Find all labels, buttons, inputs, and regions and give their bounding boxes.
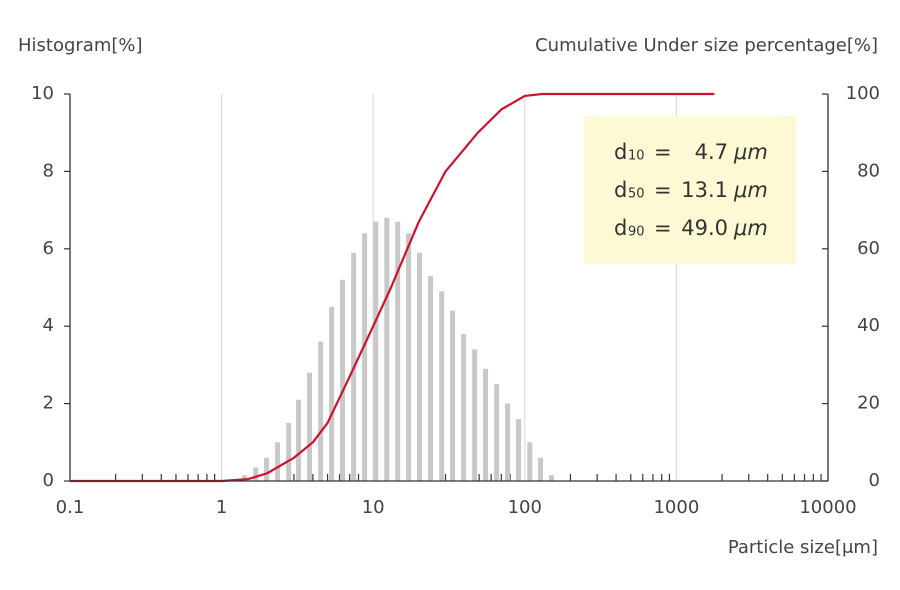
bar [329,306,335,481]
bar [340,279,346,481]
y-tick-label: 4 [43,315,54,336]
bar [264,457,270,481]
bar [416,252,422,481]
x-tick-label: 100 [508,497,542,518]
cumulative-line [70,92,715,483]
annotation-sign: = [654,178,672,202]
annotation-value: 49.0 [681,216,728,240]
y-tick-label: 2 [43,393,54,414]
annotation-background [584,116,796,264]
x-axis-label: Particle size[μm] [728,537,878,558]
annotation-subscript: 90 [628,225,645,240]
bar [439,291,445,481]
x-tick-label: 0.1 [56,497,85,518]
bar [505,403,511,481]
annotation-symbol: d [614,140,627,164]
annotation-sign: = [654,140,672,164]
annotation-value: 13.1 [681,178,728,202]
bar [253,467,259,481]
bar [516,419,522,481]
bar [306,372,312,481]
x-tick-label: 10000 [799,497,856,518]
bar [395,221,401,481]
y-tick-label: 10 [31,83,54,104]
bar [527,442,533,481]
bar [483,368,489,481]
annotation-sign: = [654,216,672,240]
y-tick-label: 0 [43,470,54,491]
bar [384,217,390,481]
bar [296,399,302,481]
annotation-subscript: 10 [628,149,645,164]
bar [494,384,500,481]
y2-tick-label: 20 [857,393,880,414]
y2-tick-label: 80 [857,160,880,181]
bar [548,475,554,481]
x-tick-label: 1000 [653,497,699,518]
annotation-box: d 10 = 4.7 μmd 50 = 13.1 μmd 90 = 49.0 μm [584,116,796,264]
bar [450,310,456,481]
bar [373,221,379,481]
annotation-unit: μm [733,216,768,240]
bar [428,275,434,481]
x-tick-label: 10 [362,497,385,518]
y2-tick-label: 0 [869,470,880,491]
y2-tick-label: 100 [846,83,880,104]
y2-tick-label: 40 [857,315,880,336]
bar [461,333,467,481]
annotation-subscript: 50 [628,187,645,202]
annotation-unit: μm [733,140,768,164]
annotation-symbol: d [614,216,627,240]
bar [362,233,368,481]
annotation-unit: μm [733,178,768,202]
bar [472,349,478,481]
annotation-value: 4.7 [695,140,728,164]
y2-axis-label: Cumulative Under size percentage[%] [535,35,878,56]
annotation-symbol: d [614,178,627,202]
bar [318,341,324,481]
y-axis-label: Histogram[%] [18,35,143,56]
bar [538,457,544,481]
y-tick-label: 6 [43,238,54,259]
bar [275,442,281,481]
y2-tick-label: 60 [857,238,880,259]
x-tick-label: 1 [216,497,227,518]
y-tick-label: 8 [43,160,54,181]
bar [242,475,248,481]
bar [406,233,412,481]
bar [286,422,292,481]
